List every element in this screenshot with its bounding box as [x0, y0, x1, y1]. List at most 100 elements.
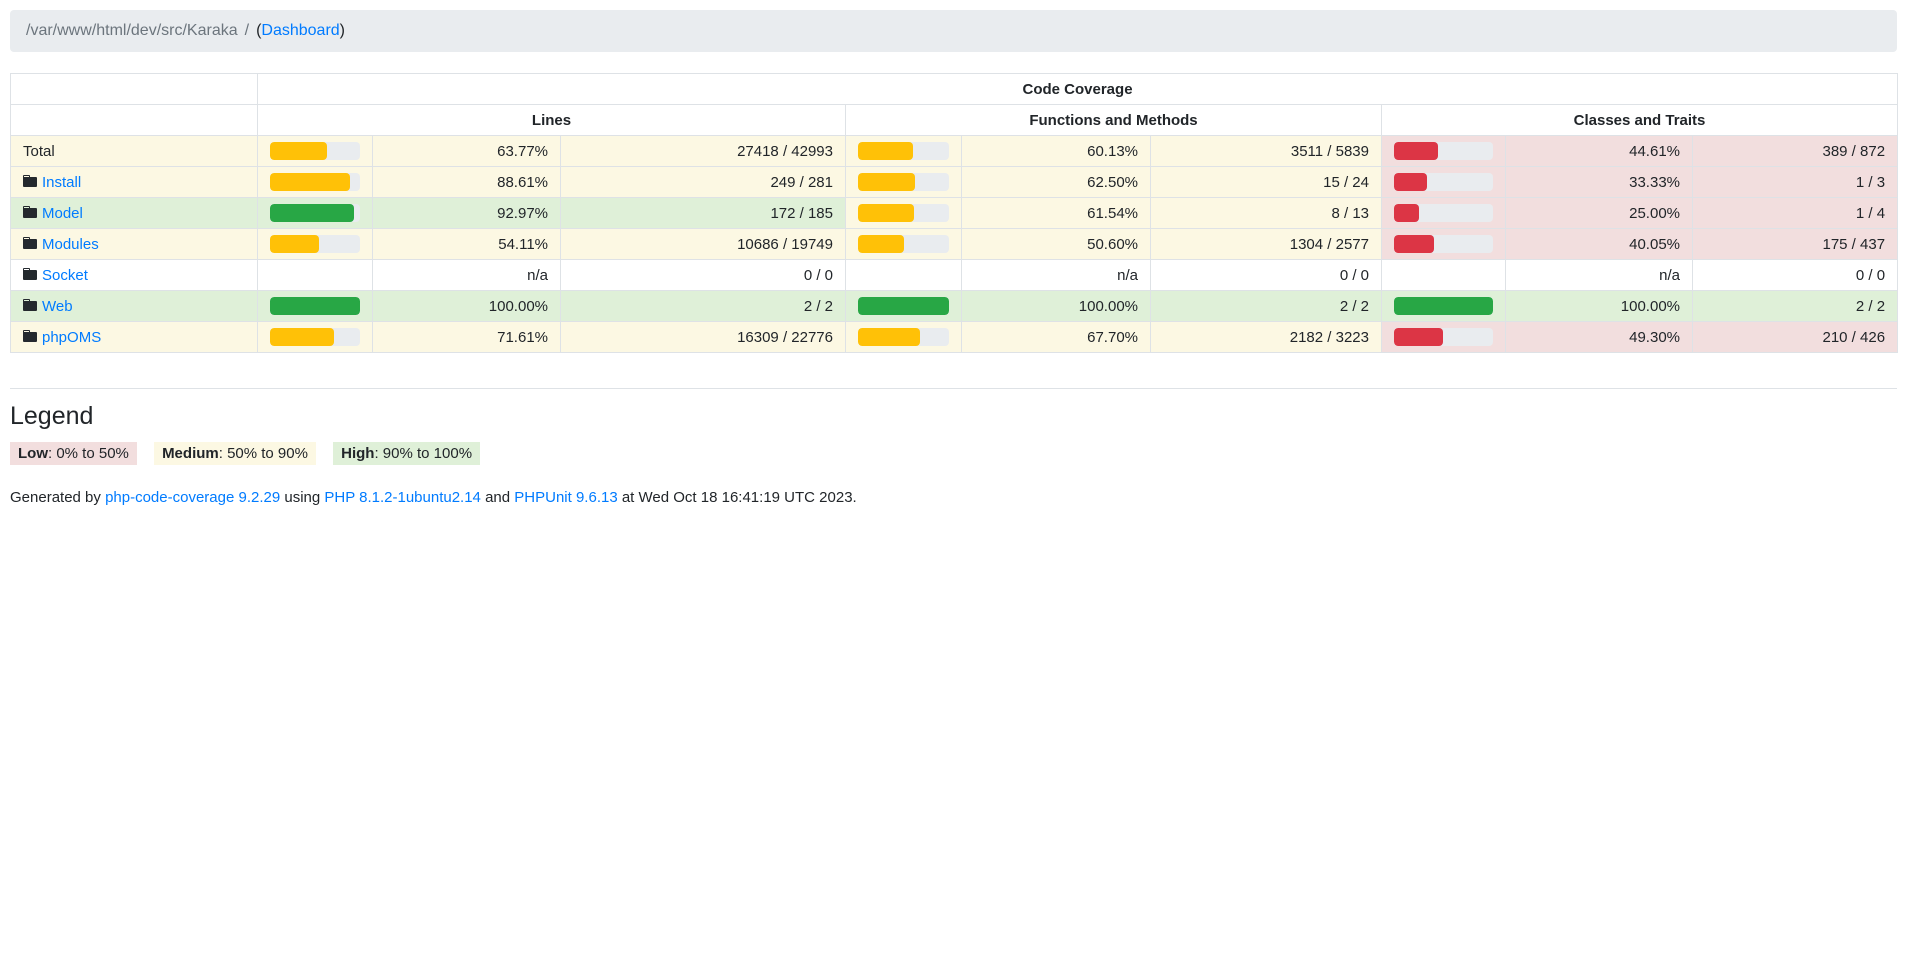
progress-track — [1394, 204, 1493, 222]
breadcrumb-separator: / — [244, 22, 250, 39]
paren-open: ( — [256, 22, 262, 39]
folder-icon — [23, 206, 37, 218]
coverage-bar-cell — [257, 166, 373, 198]
table-row: Socket n/a 0 / 0 n/a 0 / 0 n/a 0 / 0 — [10, 259, 1899, 291]
item-name-cell: Model — [10, 197, 258, 229]
coverage-bar-cell — [845, 135, 962, 167]
coverage-ratio-cell: 0 / 0 — [560, 259, 846, 291]
progress-bar — [1394, 173, 1427, 191]
progress-bar — [858, 142, 913, 160]
progress-track — [270, 235, 360, 253]
coverage-percent-cell: 71.61% — [372, 321, 561, 353]
directory-link[interactable]: Socket — [42, 267, 88, 284]
coverage-bar-cell — [257, 135, 373, 167]
php-code-coverage-link[interactable]: php-code-coverage 9.2.29 — [105, 489, 281, 506]
coverage-percent-cell: 67.70% — [961, 321, 1151, 353]
progress-bar — [1394, 297, 1493, 315]
coverage-ratio-cell: 8 / 13 — [1150, 197, 1382, 229]
progress-track — [270, 297, 360, 315]
progress-track — [1394, 142, 1493, 160]
table-title-row: Code Coverage — [10, 73, 1899, 105]
progress-track — [1394, 235, 1493, 253]
coverage-ratio-cell: 2182 / 3223 — [1150, 321, 1382, 353]
folder-icon — [23, 330, 37, 342]
column-header-classes-traits: Classes and Traits — [1380, 104, 1899, 136]
legend-item-high: High: 90% to 100% — [333, 442, 481, 465]
progress-bar — [858, 204, 914, 222]
progress-bar — [270, 297, 360, 315]
coverage-percent-cell: 62.50% — [961, 166, 1151, 198]
legend: Low: 0% to 50% Medium: 50% to 90% High: … — [10, 442, 1897, 465]
item-name-cell: Web — [10, 290, 258, 322]
progress-bar — [270, 142, 328, 160]
coverage-percent-cell: 100.00% — [961, 290, 1151, 322]
coverage-bar-cell — [257, 197, 373, 229]
generated-suffix: at Wed Oct 18 16:41:19 UTC 2023. — [617, 489, 857, 506]
coverage-ratio-cell: 210 / 426 — [1691, 321, 1899, 353]
coverage-bar-cell — [1381, 135, 1506, 167]
coverage-bar-cell — [845, 321, 962, 353]
progress-track — [858, 142, 949, 160]
coverage-bar-cell — [845, 166, 962, 198]
column-header-lines: Lines — [257, 104, 846, 136]
coverage-table: Code Coverage Lines Functions and Method… — [10, 73, 1899, 353]
progress-bar — [858, 297, 949, 315]
table-row: Model 92.97% 172 / 185 61.54% 8 / 13 25.00% 1 … — [10, 197, 1899, 229]
item-name-cell: Install — [10, 166, 258, 198]
item-name-cell: phpOMS — [10, 321, 258, 353]
folder-icon — [23, 237, 37, 249]
coverage-bar-cell — [1381, 228, 1506, 260]
progress-track — [1394, 328, 1493, 346]
coverage-percent-cell: n/a — [961, 259, 1151, 291]
progress-track — [270, 204, 360, 222]
directory-link[interactable]: Web — [42, 298, 73, 315]
table-section-header-row: Lines Functions and Methods Classes and … — [10, 104, 1899, 136]
dashboard-link[interactable]: Dashboard — [261, 22, 340, 39]
coverage-percent-cell: 33.33% — [1505, 166, 1693, 198]
coverage-bar-cell — [257, 228, 373, 260]
coverage-percent-cell: 61.54% — [961, 197, 1151, 229]
generated-using: using — [280, 489, 325, 506]
coverage-percent-cell: 44.61% — [1505, 135, 1693, 167]
coverage-percent-cell: 54.11% — [372, 228, 561, 260]
coverage-bar-cell — [1381, 321, 1506, 353]
directory-link[interactable]: phpOMS — [42, 329, 102, 346]
phpunit-link[interactable]: PHPUnit 9.6.13 — [514, 489, 618, 506]
coverage-ratio-cell: 15 / 24 — [1150, 166, 1382, 198]
progress-track — [1394, 173, 1493, 191]
legend-item-medium: Medium: 50% to 90% — [154, 442, 316, 465]
coverage-percent-cell: 63.77% — [372, 135, 561, 167]
progress-track — [858, 235, 949, 253]
progress-track — [858, 204, 949, 222]
coverage-percent-cell: 60.13% — [961, 135, 1151, 167]
coverage-ratio-cell: 249 / 281 — [560, 166, 846, 198]
coverage-ratio-cell: 27418 / 42993 — [560, 135, 846, 167]
coverage-bar-cell — [845, 228, 962, 260]
php-version-link[interactable]: PHP 8.1.2-1ubuntu2.14 — [324, 489, 481, 506]
coverage-percent-cell: 40.05% — [1505, 228, 1693, 260]
coverage-ratio-cell: 1304 / 2577 — [1150, 228, 1382, 260]
progress-track — [858, 328, 949, 346]
coverage-ratio-cell: 3511 / 5839 — [1150, 135, 1382, 167]
header-empty-cell — [10, 104, 258, 136]
coverage-percent-cell: 88.61% — [372, 166, 561, 198]
progress-bar — [858, 235, 905, 253]
coverage-ratio-cell: 0 / 0 — [1150, 259, 1382, 291]
progress-bar — [858, 328, 920, 346]
breadcrumb-path: /var/www/html/dev/src/Karaka — [26, 22, 238, 39]
directory-link[interactable]: Model — [42, 205, 83, 222]
progress-track — [270, 328, 360, 346]
coverage-bar-cell — [1381, 259, 1506, 291]
directory-link[interactable]: Modules — [42, 236, 99, 253]
coverage-percent-cell: 100.00% — [372, 290, 561, 322]
table-row: Install 88.61% 249 / 281 62.50% 15 / 24 33.33… — [10, 166, 1899, 198]
breadcrumb: /var/www/html/dev/src/Karaka / (Dashboard) — [10, 10, 1897, 52]
column-header-functions-methods: Functions and Methods — [845, 104, 1382, 136]
coverage-ratio-cell: 0 / 0 — [1691, 259, 1899, 291]
progress-bar — [1394, 328, 1443, 346]
directory-link[interactable]: Install — [42, 174, 82, 191]
legend-title: Legend — [10, 402, 94, 430]
progress-bar — [1394, 204, 1419, 222]
legend-label-high: High — [341, 445, 375, 462]
folder-icon — [23, 175, 37, 187]
